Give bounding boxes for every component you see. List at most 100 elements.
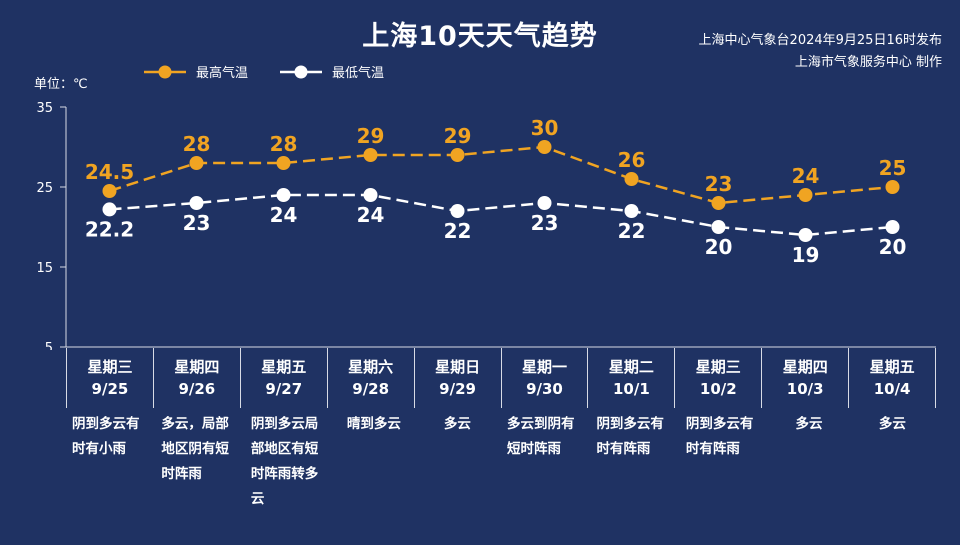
day-cell: 星期五 9/27 [239, 348, 327, 408]
weekday-label: 星期二 [608, 358, 654, 376]
low-temp-line [109, 193, 893, 237]
y-tick-label: 35 [36, 101, 53, 116]
y-tick-label: 25 [36, 181, 53, 196]
day-cell: 星期日 9/29 [413, 348, 501, 408]
high-temp-point [363, 148, 378, 162]
date-label: 9/28 [352, 380, 390, 398]
source-line-2: 上海市气象服务中心 制作 [794, 55, 942, 70]
day-cell: 星期三 10/2 [674, 348, 761, 408]
weather-description-row: 阴到多云有时有小雨 多云，局部地区阴有短时阵雨 阴到多云局部地区有短时阵雨转多云 晴到… [66, 412, 936, 512]
day-cell: 星期二 10/1 [587, 348, 674, 408]
low-temp-label: 22 [618, 219, 646, 243]
weekday-label: 星期一 [521, 358, 567, 376]
date-label: 9/26 [178, 380, 216, 398]
weather-description: 多云，局部地区阴有短时阵雨 [161, 416, 229, 482]
low-temp-label: 23 [531, 211, 559, 235]
temperature-chart: 35 25 15 5 24.5 28 28 29 29 30 26 23 24 25 22.2 23 24 24 2… [36, 101, 936, 350]
low-temp-label: 20 [879, 235, 907, 259]
day-cell: 星期五 10/4 [848, 348, 937, 408]
date-label: 10/1 [612, 380, 650, 398]
weather-description: 多云 [795, 416, 823, 432]
high-temp-point [537, 140, 552, 154]
date-label: 9/27 [265, 380, 303, 398]
high-temp-label: 24 [792, 164, 820, 188]
weekday-label: 星期四 [782, 358, 828, 376]
legend-high-marker-icon [144, 65, 186, 78]
low-temp-point [189, 196, 204, 210]
source-info: 上海中心气象台2024年9月25日16时发布 上海市气象服务中心 制作 [699, 30, 942, 74]
day-cell: 星期六 9/28 [326, 348, 414, 408]
high-temp-label: 26 [618, 148, 646, 172]
low-temp-point [711, 220, 726, 234]
date-label: 10/3 [786, 380, 824, 398]
legend-item-low: 最低气温 [278, 62, 384, 81]
high-temp-point [102, 184, 117, 198]
high-temp-point [189, 156, 204, 170]
weather-description: 多云到阴有短时阵雨 [507, 416, 575, 457]
low-temp-label: 22 [444, 219, 472, 243]
date-label: 10/2 [699, 380, 737, 398]
day-cell: 星期三 9/25 [66, 348, 153, 408]
high-temp-point [450, 148, 465, 162]
legend-low-marker-icon [280, 65, 323, 78]
y-tick-label: 5 [45, 341, 53, 350]
high-temp-line [109, 145, 893, 205]
weekday-label: 星期日 [435, 358, 481, 376]
low-temp-label: 19 [792, 243, 820, 267]
date-label: 9/29 [439, 380, 476, 398]
day-header-row: 星期三 9/25 星期四 9/26 星期五 9/27 星期六 9/28 星期日 9/29 星期一 9/… [66, 348, 937, 408]
low-temp-label: 23 [183, 211, 211, 235]
unit-label: 单位：℃ [34, 77, 88, 92]
low-temp-label: 22.2 [85, 217, 134, 241]
low-temp-point [276, 188, 291, 202]
high-temp-label: 29 [357, 124, 385, 148]
day-cell: 星期四 9/26 [152, 348, 240, 408]
weather-description: 阴到多云有时有阵雨 [596, 416, 664, 457]
day-cell: 星期一 9/30 [500, 348, 588, 408]
weather-description: 多云 [443, 416, 471, 432]
weather-description: 阴到多云有时有小雨 [72, 416, 140, 457]
weekday-label: 星期五 [261, 358, 307, 376]
weekday-label: 星期三 [87, 358, 133, 376]
legend: 最高气温 最低气温 [142, 62, 414, 81]
chart-title: 上海10天天气趋势 [362, 21, 598, 52]
low-temp-label: 24 [270, 203, 298, 227]
legend-high-label: 最高气温 [196, 66, 249, 81]
weekday-label: 星期六 [348, 358, 394, 376]
y-tick-label: 15 [36, 261, 53, 276]
weather-description: 阴到多云有时有阵雨 [685, 416, 754, 457]
weather-description: 多云 [878, 416, 906, 432]
high-temp-label: 28 [183, 132, 211, 156]
day-cell: 星期四 10/3 [761, 348, 848, 408]
low-temp-label: 24 [357, 203, 385, 227]
weather-description: 阴到多云局部地区有短时阵雨转多云 [250, 416, 319, 507]
weekday-label: 星期四 [174, 358, 220, 376]
low-temp-point [885, 220, 900, 234]
high-temp-point [276, 156, 291, 170]
high-temp-label: 24.5 [85, 160, 134, 184]
high-temp-label: 28 [270, 132, 298, 156]
low-temp-point [537, 196, 552, 210]
high-temp-point [711, 196, 726, 210]
low-temp-point [102, 202, 117, 217]
date-label: 9/25 [91, 380, 129, 398]
legend-low-label: 最低气温 [332, 66, 385, 81]
high-temp-point [885, 180, 900, 194]
high-temp-point [798, 188, 813, 202]
high-temp-label: 30 [531, 116, 559, 140]
weekday-label: 星期五 [869, 358, 915, 376]
high-temp-label: 23 [705, 172, 733, 196]
legend-item-high: 最高气温 [142, 62, 248, 81]
source-line-1: 上海中心气象台2024年9月25日16时发布 [698, 33, 942, 48]
low-temp-label: 20 [705, 235, 733, 259]
weekday-label: 星期三 [695, 358, 741, 376]
low-temp-point [624, 204, 639, 218]
date-label: 10/4 [873, 380, 911, 398]
low-temp-point [450, 204, 465, 218]
high-temp-label: 25 [879, 156, 907, 180]
low-temp-point [363, 188, 378, 202]
low-temp-point [798, 228, 813, 242]
weather-description: 晴到多云 [346, 416, 401, 432]
high-temp-label: 29 [444, 124, 472, 148]
date-label: 9/30 [526, 380, 563, 398]
